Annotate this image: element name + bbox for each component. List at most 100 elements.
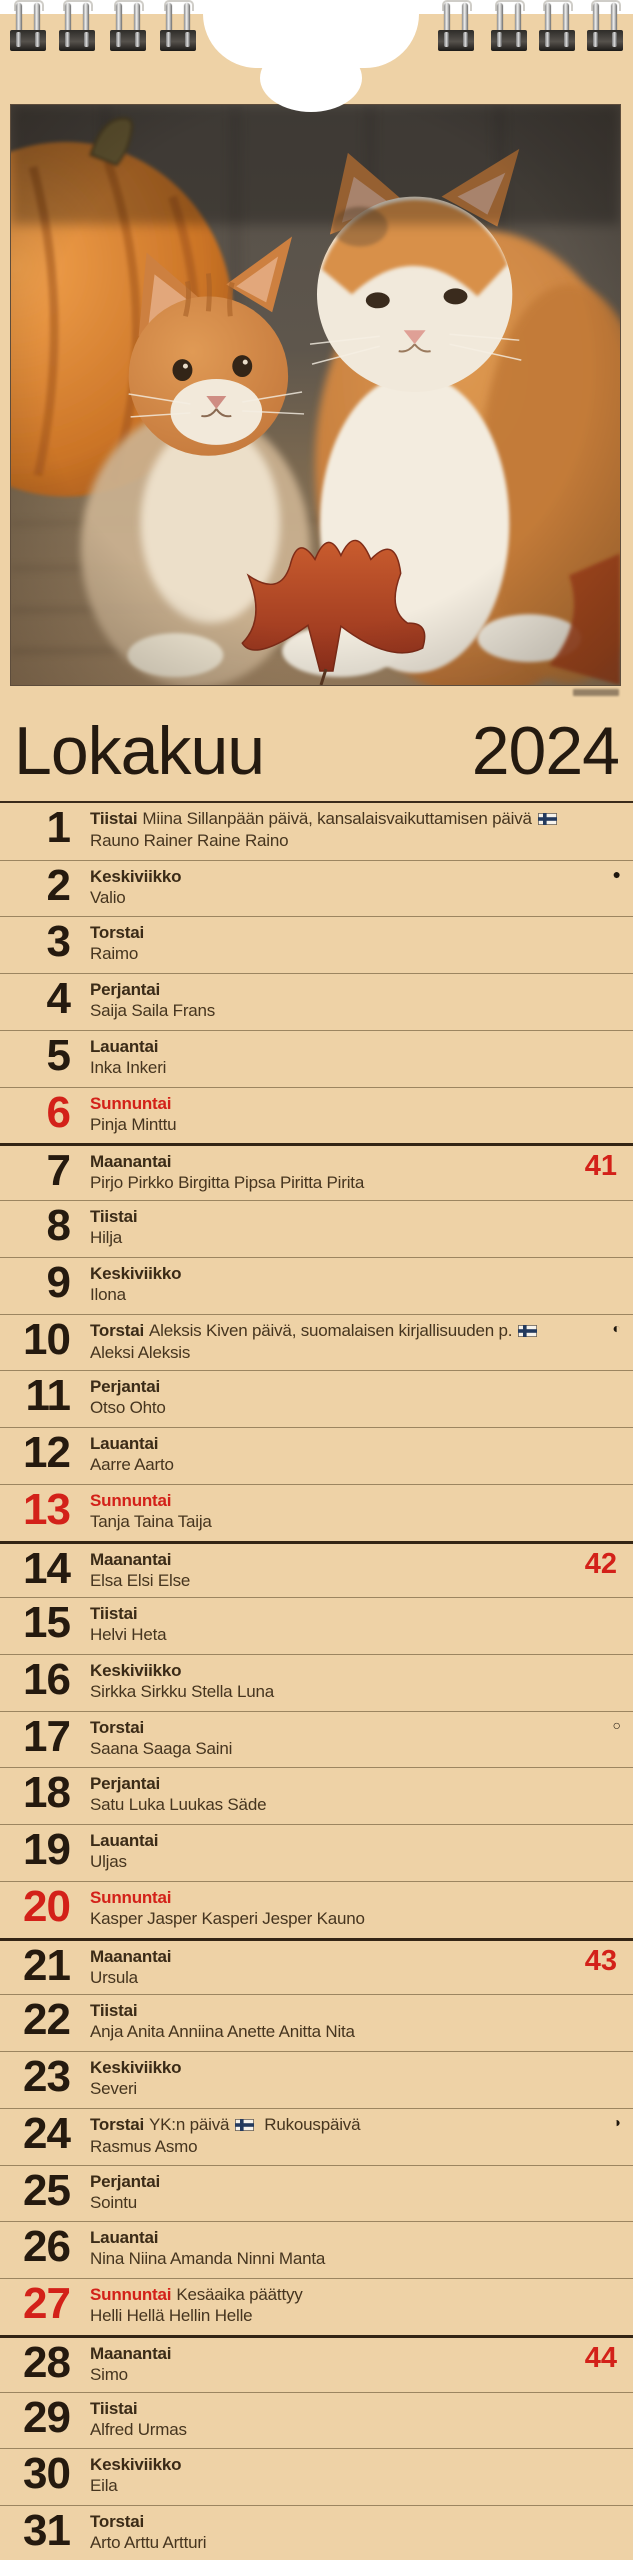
day-number: 28 <box>23 2337 71 2387</box>
day-info: Maanantai Simo <box>90 2338 633 2385</box>
day-header-line: Sunnuntai <box>90 1887 633 1908</box>
name-days: Saija Saila Frans <box>90 1001 216 1021</box>
name-days: Ursula <box>90 1967 138 1987</box>
day-info: Perjantai Saija Saila Frans <box>90 974 633 1021</box>
day-list: 1 Tiistai Miina Sillanpään päivä, kansala… <box>0 801 633 2560</box>
full-moon-icon: ○ <box>612 1716 621 1733</box>
day-info: Lauantai Aarre Aarto <box>90 1428 633 1475</box>
day-header-line: Tiistai <box>90 2000 633 2021</box>
day-number: 25 <box>23 2165 71 2215</box>
weekday-label: Maanantai <box>90 1946 172 1966</box>
wire-loop-icon <box>59 0 95 52</box>
day-number: 17 <box>23 1711 71 1761</box>
name-days: Pirjo Pirkko Birgitta Pipsa Piritta Piri… <box>90 1173 365 1193</box>
day-number: 6 <box>46 1087 71 1137</box>
day-number: 13 <box>23 1484 71 1534</box>
day-header-line: Maanantai <box>90 1946 633 1967</box>
day-number: 19 <box>23 1825 71 1875</box>
weekday-label: Torstai <box>90 2114 145 2134</box>
day-row: 26 Lauantai Nina Niina Amanda Ninni Mant… <box>0 2221 633 2278</box>
name-days: Arto Arttu Artturi <box>90 2533 207 2553</box>
day-header-line: Tiistai <box>90 2398 633 2419</box>
weekday-label: Maanantai <box>90 1549 172 1569</box>
day-number: 16 <box>23 1655 71 1705</box>
day-info: Sunnuntai Kasper Jasper Kasperi Jesper K… <box>90 1882 633 1929</box>
day-number: 7 <box>46 1146 71 1196</box>
name-days: Inka Inkeri <box>90 1057 167 1077</box>
day-header-line: Torstai Aleksis Kiven päivä, suomalaisen … <box>90 1320 633 1342</box>
day-header-line: Tiistai Miina Sillanpään päivä, kansalais… <box>90 808 633 830</box>
day-header-line: Lauantai <box>90 2227 633 2248</box>
weekday-label: Keskiviikko <box>90 2455 182 2475</box>
day-row: 14 Maanantai Elsa Elsi Else 42 <box>0 1540 633 1598</box>
day-row: 21 Maanantai Ursula 43 <box>0 1937 633 1995</box>
day-number: 3 <box>46 917 71 967</box>
wire-loop-icon <box>438 0 474 52</box>
finnish-flag-icon <box>235 2115 255 2136</box>
day-number: 27 <box>23 2279 71 2329</box>
day-info: Tiistai Miina Sillanpään päivä, kansalais… <box>90 803 633 851</box>
week-number: 43 <box>584 1944 617 1977</box>
weekday-label: Torstai <box>90 2512 145 2532</box>
month-title: Lokakuu <box>14 713 265 789</box>
weekday-label: Lauantai <box>90 1831 159 1851</box>
day-note-2: Rukouspäivä <box>264 2114 361 2134</box>
day-row: 5 Lauantai Inka Inkeri <box>0 1029 633 1087</box>
name-days: Anja Anita Anniina Anette Anitta Nita <box>90 2022 355 2042</box>
weekday-label: Maanantai <box>90 2343 172 2363</box>
day-header-line: Tiistai <box>90 1603 633 1624</box>
day-number: 21 <box>23 1940 71 1990</box>
day-header-line: Maanantai <box>90 1151 633 1172</box>
day-header-line: Keskiviikko <box>90 2057 633 2078</box>
day-number: 24 <box>23 2108 71 2158</box>
day-row: 17 Torstai Saana Saaga Saini ○ <box>0 1710 633 1768</box>
title-bar: Lokakuu 2024 <box>0 686 633 801</box>
day-info: Torstai Arto Arttu Artturi <box>90 2506 633 2553</box>
weekday-label: Torstai <box>90 1717 145 1737</box>
weekday-label: Tiistai <box>90 2398 138 2418</box>
calendar-photo <box>10 104 621 686</box>
day-info: Perjantai Otso Ohto <box>90 1371 633 1418</box>
weekday-label: Lauantai <box>90 2228 159 2248</box>
day-number: 10 <box>23 1314 71 1364</box>
day-number: 31 <box>23 2506 71 2556</box>
name-days: Rasmus Asmo <box>90 2136 198 2156</box>
day-info: Perjantai Satu Luka Luukas Säde <box>90 1768 633 1815</box>
week-number: 44 <box>584 2341 617 2374</box>
day-number: 26 <box>23 2222 71 2272</box>
photo-vignette <box>11 105 620 685</box>
day-info: Maanantai Elsa Elsi Else <box>90 1544 633 1591</box>
wire-loop-icon <box>587 0 623 52</box>
day-info: Torstai Aleksis Kiven päivä, suomalaisen … <box>90 1315 633 1363</box>
name-days: Helli Hellä Hellin Helle <box>90 2306 253 2326</box>
day-header-line: Torstai YK:n päivä Rukouspäivä <box>90 2114 633 2136</box>
name-days: Hilja <box>90 1228 123 1248</box>
weekday-label: Tiistai <box>90 1604 138 1624</box>
day-row: 16 Keskiviikko Sirkka Sirkku Stella Luna <box>0 1654 633 1711</box>
day-info: Sunnuntai Kesäaika päättyy Helli Hellä He… <box>90 2279 633 2326</box>
day-info: Tiistai Helvi Heta <box>90 1598 633 1645</box>
day-row: 20 Sunnuntai Kasper Jasper Kasperi Jespe… <box>0 1880 633 1938</box>
name-days: Satu Luka Luukas Säde <box>90 1795 267 1815</box>
day-number: 14 <box>23 1543 71 1593</box>
day-header-line: Torstai <box>90 2511 633 2532</box>
name-days: Valio <box>90 887 126 907</box>
weekday-label: Torstai <box>90 923 145 943</box>
wire-loop-icon <box>10 0 46 52</box>
photo-credit <box>573 689 619 696</box>
wire-loop-icon <box>160 0 196 52</box>
weekday-label: Keskiviikko <box>90 1661 182 1681</box>
day-row: 2 Keskiviikko Valio ● <box>0 859 633 917</box>
day-number: 20 <box>23 1881 71 1931</box>
name-days: Pinja Minttu <box>90 1114 177 1134</box>
weekday-label: Torstai <box>90 1320 145 1340</box>
day-header-line: Perjantai <box>90 1376 633 1397</box>
day-number: 2 <box>46 860 71 910</box>
name-days: Sointu <box>90 2192 138 2212</box>
day-header-line: Maanantai <box>90 1549 633 1570</box>
name-days: Saana Saaga Saini <box>90 1738 233 1758</box>
weekday-label: Maanantai <box>90 1152 172 1172</box>
day-info: Torstai Saana Saaga Saini <box>90 1712 633 1759</box>
day-number: 23 <box>23 2052 71 2102</box>
finnish-flag-icon <box>537 809 557 830</box>
